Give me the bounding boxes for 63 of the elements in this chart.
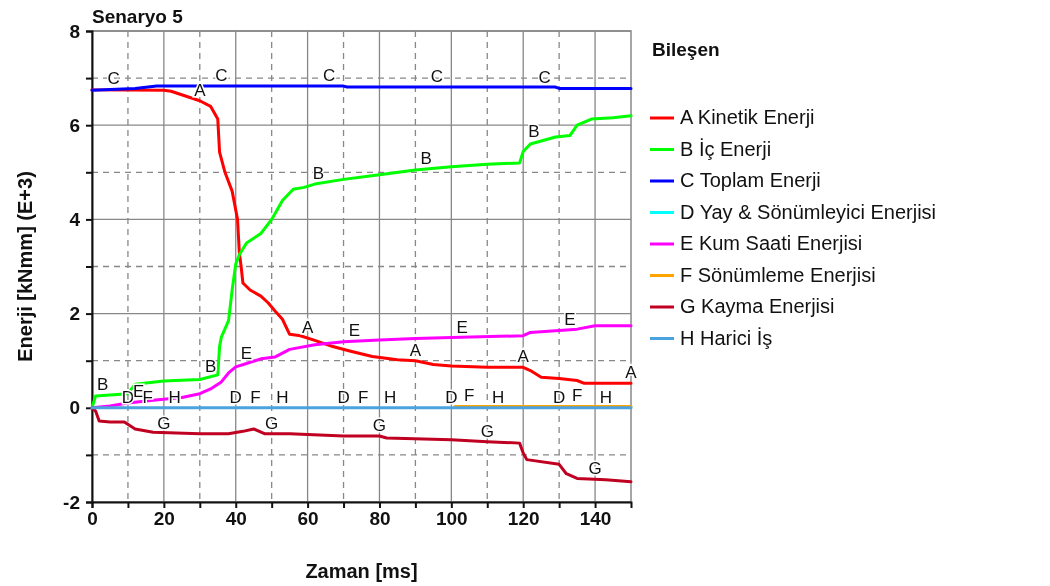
x-tick-label: 20 [153, 508, 175, 530]
annotation: A [301, 318, 314, 338]
line-series [90, 406, 633, 484]
y-axis-title: Enerji [kNmm] (E+3) [14, 171, 36, 362]
annotation: H [599, 387, 612, 407]
annotation: H [491, 387, 505, 407]
annotation: G [588, 459, 602, 479]
y-tick-label: 6 [69, 114, 80, 136]
annotation: C [215, 66, 228, 86]
chart-title: Senaryo 5 [92, 6, 184, 27]
annotation: B [204, 357, 217, 377]
x-tick-label: 0 [87, 508, 98, 530]
annotation: E [348, 321, 360, 341]
annotation: E [456, 317, 468, 337]
legend-label: F Sönümleme Enerjisi [680, 263, 876, 286]
x-tick-label: 140 [579, 508, 612, 530]
x-tick-label: 40 [225, 508, 247, 530]
annotation: A [517, 347, 530, 367]
annotation: D [445, 387, 458, 407]
x-tick-label: 60 [297, 508, 319, 530]
annotation: C [430, 67, 444, 87]
y-tick-label: 0 [69, 397, 80, 419]
annotation: D [552, 387, 566, 407]
annotation: F [358, 387, 369, 407]
annotation: B [312, 163, 325, 183]
x-tick-label: 80 [369, 508, 391, 530]
y-tick-label: 4 [69, 208, 81, 230]
annotation: F [571, 386, 583, 406]
annotation: A [625, 363, 638, 383]
annotation: B [97, 375, 109, 395]
annotation: A [409, 340, 422, 360]
legend-label: C Toplam Enerji [680, 169, 821, 191]
annotation: H [276, 387, 289, 407]
annotation: C [538, 68, 551, 88]
annotation: B [528, 121, 540, 141]
annotation: F [250, 387, 261, 407]
y-tick-label: 2 [69, 303, 80, 325]
annotation: E [564, 310, 576, 330]
annotation: F [464, 386, 475, 406]
annotation: G [372, 416, 387, 436]
legend-label: H Harici İş [680, 326, 773, 349]
annotation: G [480, 421, 494, 441]
y-tick-label: -2 [63, 491, 80, 513]
x-tick-label: 120 [507, 508, 540, 530]
annotation: D [337, 387, 350, 407]
legend-title: Bileşen [652, 39, 720, 60]
legend-label: E Kum Saati Enerjisi [680, 232, 863, 254]
annotation: B [420, 149, 432, 168]
x-axis-title: Zaman [ms] [305, 560, 418, 582]
legend-label: B İç Enerji [680, 137, 772, 160]
legend-label: G Kayma Enerjisi [680, 295, 835, 317]
annotation: H [384, 387, 397, 407]
annotation: E [240, 343, 253, 363]
annotation: E [133, 382, 145, 402]
annotation: G [265, 413, 279, 433]
y-tick-label: 8 [69, 20, 80, 42]
legend-label: D Yay & Sönümleyici Enerjisi [680, 200, 937, 223]
annotation: C [323, 66, 336, 86]
annotation: D [229, 387, 242, 407]
x-tick-label: 100 [435, 508, 468, 530]
legend-label: A Kinetik Enerji [680, 106, 815, 128]
annotation: C [107, 69, 120, 89]
annotation: G [157, 413, 171, 433]
